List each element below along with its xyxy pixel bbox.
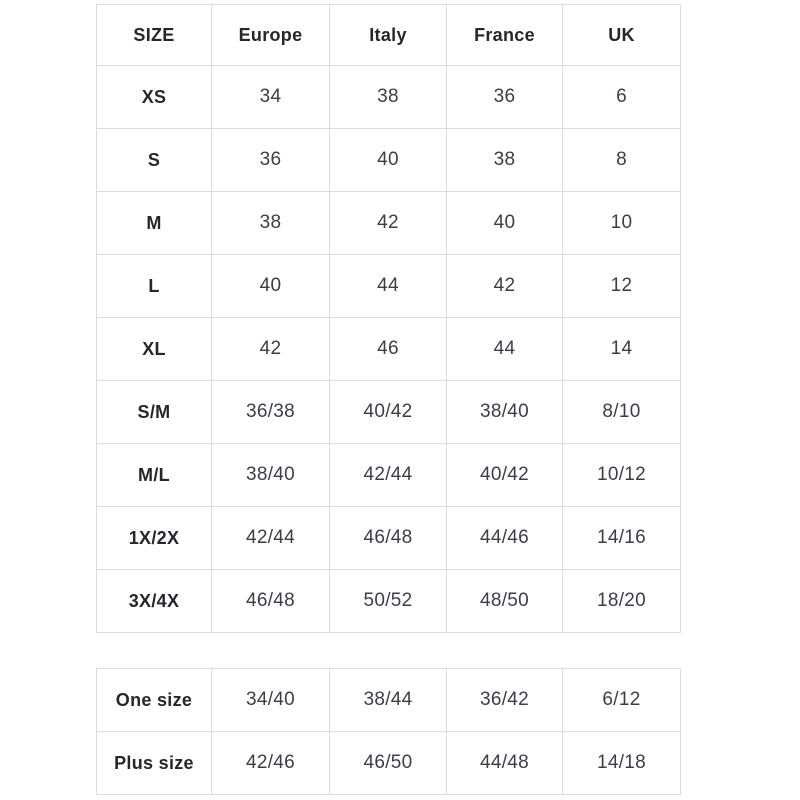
table-row-one-size: One size 34/40 38/44 36/42 6/12	[96, 668, 681, 732]
value-cell: 40	[446, 191, 563, 255]
value-cell: 34/40	[211, 668, 330, 732]
value-cell: 42	[329, 191, 447, 255]
table-row-3x-4x: 3X/4X 46/48 50/52 48/50 18/20	[96, 569, 681, 633]
value-cell: 42	[446, 254, 563, 318]
value-cell: 10	[562, 191, 681, 255]
header-cell-france: France	[446, 4, 563, 66]
size-label-cell: M/L	[96, 443, 212, 507]
value-cell: 6	[562, 65, 681, 129]
table-row-s-m: S/M 36/38 40/42 38/40 8/10	[96, 380, 681, 444]
value-cell: 6/12	[562, 668, 681, 732]
size-label-cell: S/M	[96, 380, 212, 444]
special-sizes-table: One size 34/40 38/44 36/42 6/12 Plus siz…	[96, 668, 681, 795]
value-cell: 50/52	[329, 569, 447, 633]
value-cell: 36	[211, 128, 330, 192]
value-cell: 10/12	[562, 443, 681, 507]
value-cell: 48/50	[446, 569, 563, 633]
value-cell: 36	[446, 65, 563, 129]
value-cell: 40	[329, 128, 447, 192]
table-row-s: S 36 40 38 8	[96, 128, 681, 192]
value-cell: 44	[446, 317, 563, 381]
value-cell: 42/44	[329, 443, 447, 507]
value-cell: 44/48	[446, 731, 563, 795]
header-cell-size: SIZE	[96, 4, 212, 66]
value-cell: 40	[211, 254, 330, 318]
header-cell-europe: Europe	[211, 4, 330, 66]
value-cell: 38	[446, 128, 563, 192]
value-cell: 46/48	[329, 506, 447, 570]
table-row-m-l: M/L 38/40 42/44 40/42 10/12	[96, 443, 681, 507]
size-label-cell: 1X/2X	[96, 506, 212, 570]
value-cell: 8	[562, 128, 681, 192]
value-cell: 44/46	[446, 506, 563, 570]
size-label-cell: M	[96, 191, 212, 255]
value-cell: 36/38	[211, 380, 330, 444]
value-cell: 38/40	[211, 443, 330, 507]
value-cell: 34	[211, 65, 330, 129]
table-row-l: L 40 44 42 12	[96, 254, 681, 318]
header-cell-italy: Italy	[329, 4, 447, 66]
value-cell: 44	[329, 254, 447, 318]
value-cell: 40/42	[329, 380, 447, 444]
size-conversion-table: SIZE Europe Italy France UK XS 34 38 36 …	[96, 4, 681, 633]
special-sizes-table-container: One size 34/40 38/44 36/42 6/12 Plus siz…	[96, 668, 681, 795]
value-cell: 46/50	[329, 731, 447, 795]
value-cell: 12	[562, 254, 681, 318]
header-cell-uk: UK	[562, 4, 681, 66]
table-row-plus-size: Plus size 42/46 46/50 44/48 14/18	[96, 731, 681, 795]
size-label-cell: XL	[96, 317, 212, 381]
value-cell: 38/40	[446, 380, 563, 444]
value-cell: 38/44	[329, 668, 447, 732]
value-cell: 42	[211, 317, 330, 381]
value-cell: 8/10	[562, 380, 681, 444]
table-row-m: M 38 42 40 10	[96, 191, 681, 255]
value-cell: 36/42	[446, 668, 563, 732]
value-cell: 46	[329, 317, 447, 381]
size-label-cell: One size	[96, 668, 212, 732]
value-cell: 14	[562, 317, 681, 381]
value-cell: 46/48	[211, 569, 330, 633]
size-label-cell: XS	[96, 65, 212, 129]
table-row-xl: XL 42 46 44 14	[96, 317, 681, 381]
size-conversion-table-container: SIZE Europe Italy France UK XS 34 38 36 …	[96, 4, 681, 633]
size-label-cell: 3X/4X	[96, 569, 212, 633]
value-cell: 38	[211, 191, 330, 255]
value-cell: 40/42	[446, 443, 563, 507]
table-row-xs: XS 34 38 36 6	[96, 65, 681, 129]
value-cell: 42/46	[211, 731, 330, 795]
size-label-cell: L	[96, 254, 212, 318]
value-cell: 42/44	[211, 506, 330, 570]
table-header-row: SIZE Europe Italy France UK	[96, 4, 681, 66]
value-cell: 14/16	[562, 506, 681, 570]
table-row-1x-2x: 1X/2X 42/44 46/48 44/46 14/16	[96, 506, 681, 570]
value-cell: 38	[329, 65, 447, 129]
size-label-cell: Plus size	[96, 731, 212, 795]
value-cell: 18/20	[562, 569, 681, 633]
size-label-cell: S	[96, 128, 212, 192]
value-cell: 14/18	[562, 731, 681, 795]
